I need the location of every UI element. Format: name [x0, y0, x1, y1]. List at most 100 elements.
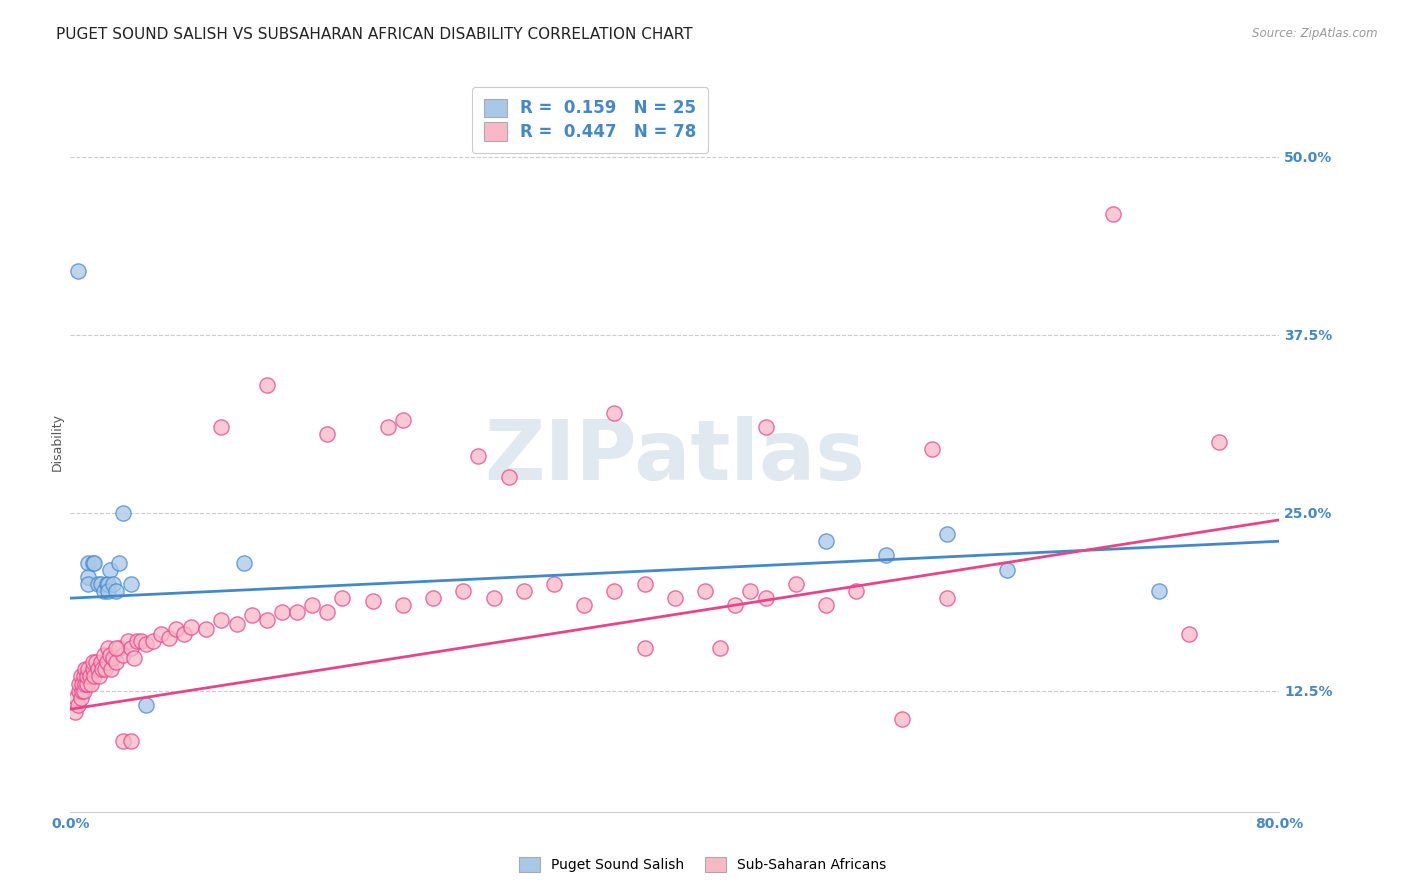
Point [125, 633, 148, 648]
Point [150, 626, 172, 640]
Point [82, 655, 104, 669]
Point [195, 623, 218, 637]
Point [240, 608, 263, 623]
Point [482, 591, 505, 606]
Point [709, 640, 731, 655]
Point [73, 683, 96, 698]
Point [93, 584, 115, 599]
Point [112, 733, 135, 747]
Point [98, 648, 121, 662]
Point [104, 640, 127, 655]
Point [740, 584, 762, 599]
Point [603, 584, 626, 599]
Point [107, 556, 129, 570]
Point [120, 577, 142, 591]
Point [233, 556, 256, 570]
Point [498, 470, 520, 484]
Point [122, 651, 145, 665]
Point [101, 577, 124, 591]
Legend: Puget Sound Salish, Sub-Saharan Africans: Puget Sound Salish, Sub-Saharan Africans [512, 849, 894, 880]
Point [256, 613, 278, 627]
Point [693, 584, 716, 599]
Point [285, 606, 308, 620]
Point [65, 690, 87, 705]
Point [82, 556, 104, 570]
Point [211, 613, 233, 627]
Point [574, 599, 596, 613]
Point [101, 651, 124, 665]
Legend: R =  0.159   N = 25, R =  0.447   N = 78: R = 0.159 N = 25, R = 0.447 N = 78 [472, 87, 709, 153]
Point [316, 606, 339, 620]
Point [91, 662, 114, 676]
Point [131, 633, 153, 648]
Point [76, 676, 98, 690]
Point [467, 449, 489, 463]
Point [754, 591, 776, 606]
Point [76, 669, 98, 683]
Point [603, 406, 626, 420]
Point [117, 633, 139, 648]
Point [104, 584, 127, 599]
Point [936, 527, 959, 541]
Point [1208, 434, 1230, 449]
Point [301, 599, 323, 613]
Point [633, 577, 655, 591]
Point [90, 655, 111, 669]
Point [72, 676, 94, 690]
Point [157, 631, 180, 645]
Point [82, 662, 104, 676]
Point [211, 420, 233, 434]
Point [96, 655, 118, 669]
Point [890, 712, 912, 726]
Point [270, 606, 294, 620]
Point [225, 616, 247, 631]
Y-axis label: Disability: Disability [51, 412, 63, 471]
Point [135, 698, 157, 712]
Point [63, 705, 86, 719]
Point [77, 662, 100, 676]
Point [70, 669, 93, 683]
Point [135, 637, 157, 651]
Point [256, 377, 278, 392]
Point [332, 591, 354, 606]
Point [921, 442, 943, 456]
Point [391, 413, 415, 427]
Point [936, 591, 959, 606]
Text: ZIPatlas: ZIPatlas [485, 416, 865, 497]
Point [86, 577, 108, 591]
Point [1102, 207, 1125, 221]
Point [97, 584, 120, 599]
Point [815, 599, 838, 613]
Text: PUGET SOUND SALISH VS SUBSAHARAN AFRICAN DISABILITY CORRELATION CHART: PUGET SOUND SALISH VS SUBSAHARAN AFRICAN… [56, 27, 693, 42]
Point [104, 655, 127, 669]
Point [543, 577, 565, 591]
Point [1147, 584, 1170, 599]
Point [785, 577, 807, 591]
Point [453, 584, 475, 599]
Point [67, 676, 90, 690]
Point [72, 683, 94, 698]
Point [67, 683, 90, 698]
Point [633, 640, 655, 655]
Point [83, 669, 105, 683]
Point [142, 633, 165, 648]
Point [77, 577, 100, 591]
Point [377, 420, 399, 434]
Point [875, 549, 898, 563]
Point [84, 655, 107, 669]
Point [513, 584, 536, 599]
Point [815, 534, 838, 549]
Point [391, 599, 415, 613]
Point [112, 506, 135, 520]
Point [845, 584, 868, 599]
Point [112, 648, 135, 662]
Point [173, 626, 195, 640]
Point [75, 662, 97, 676]
Point [86, 662, 108, 676]
Point [100, 662, 122, 676]
Point [165, 623, 187, 637]
Point [66, 698, 89, 712]
Point [724, 599, 747, 613]
Point [361, 594, 384, 608]
Point [94, 662, 117, 676]
